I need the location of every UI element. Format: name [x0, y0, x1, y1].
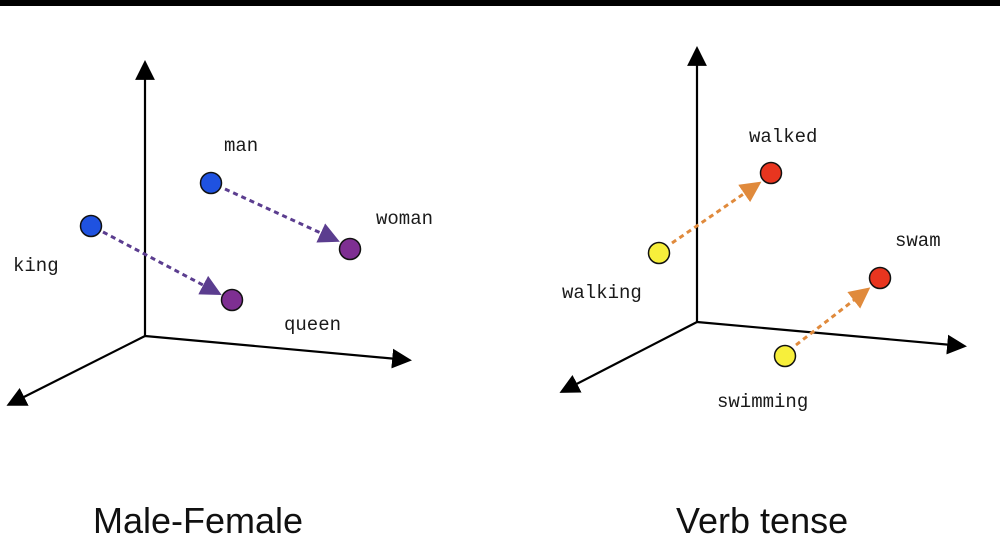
verb-tense-z-axis: [559, 321, 698, 393]
relation-arrow-swimming-swam: [795, 287, 871, 347]
label-swam: swam: [895, 230, 941, 252]
male-female-z-axis: [6, 335, 146, 406]
label-man: man: [224, 135, 258, 157]
verb-tense-axes: [559, 46, 967, 393]
point-queen: [220, 288, 244, 312]
verb-tense-x-axis: [696, 320, 967, 355]
label-woman: woman: [376, 208, 433, 230]
point-swimming: [773, 344, 797, 368]
point-walking: [647, 241, 671, 265]
label-swimming: swimming: [717, 391, 808, 413]
point-walked: [759, 161, 783, 185]
label-walking: walking: [562, 282, 642, 304]
top-border: [0, 0, 1000, 6]
caption-male-female: Male-Female: [93, 500, 304, 541]
caption-verb-tense: Verb tense: [676, 500, 849, 541]
relation-arrow-man-woman: [224, 187, 340, 243]
label-walked: walked: [749, 126, 817, 148]
relation-arrow-king-queen: [102, 230, 222, 295]
male-female-x-axis: [144, 334, 412, 369]
point-king: [79, 214, 103, 238]
label-king: king: [13, 255, 59, 277]
point-man: [199, 171, 223, 195]
label-queen: queen: [284, 314, 341, 336]
relation-arrow-walking-walked: [671, 181, 762, 245]
point-woman: [338, 237, 362, 261]
male-female-axes: [6, 60, 412, 406]
point-swam: [868, 266, 892, 290]
